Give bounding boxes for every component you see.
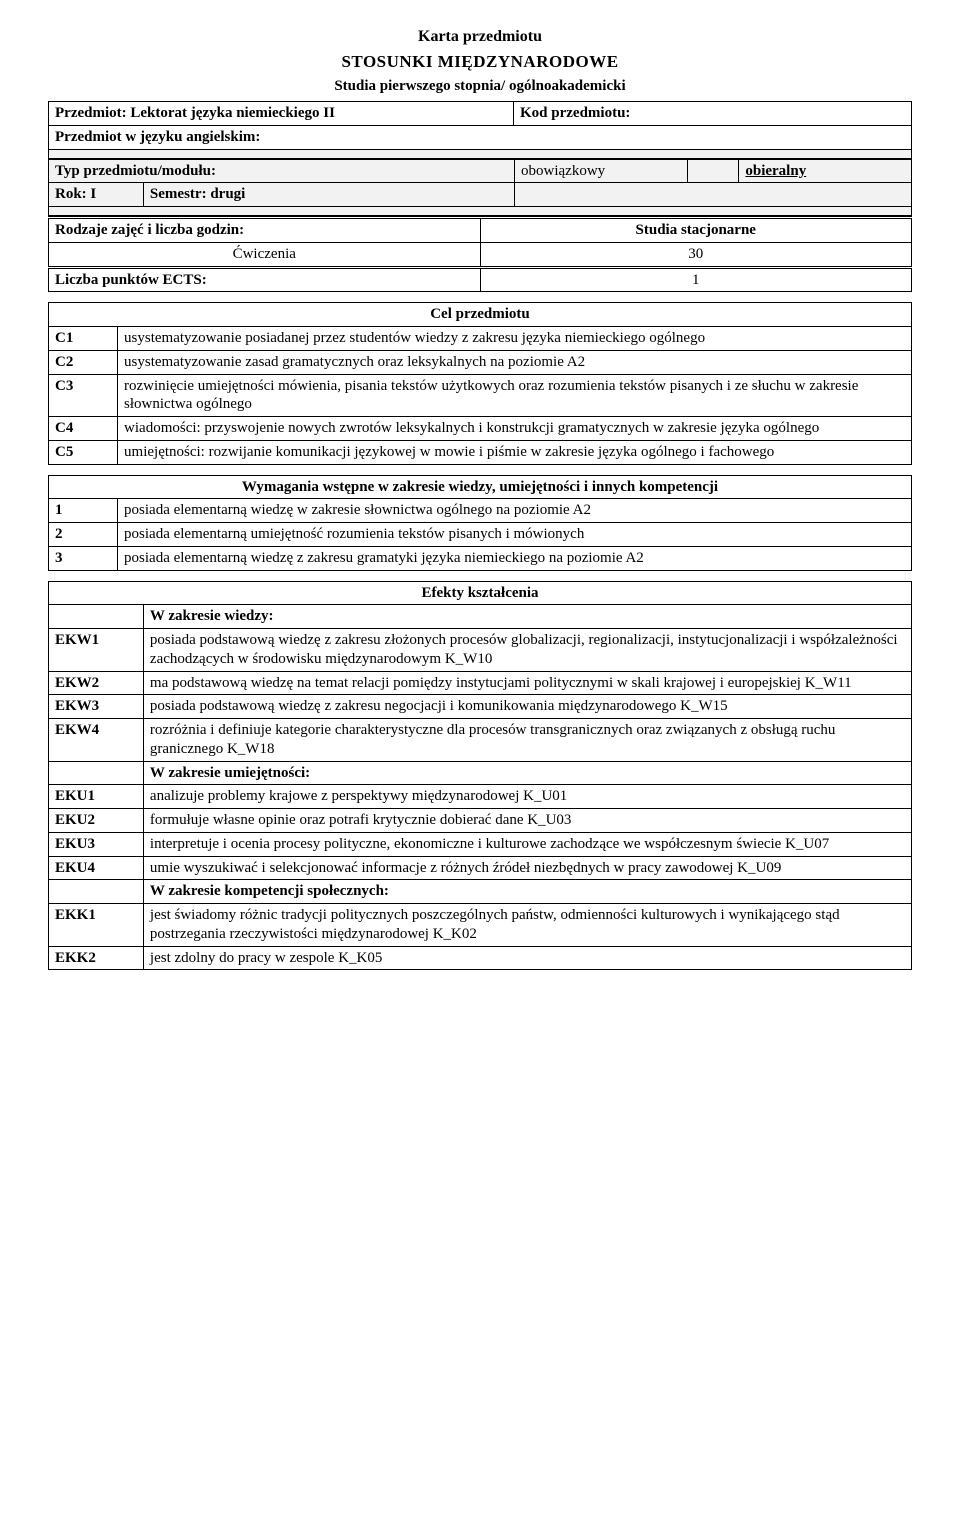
row-code: C2 xyxy=(49,350,118,374)
efekty-komp-hdr: W zakresie kompetencji społecznych: xyxy=(143,880,911,904)
efekty-wiedza-hdr: W zakresie wiedzy: xyxy=(143,605,911,629)
przedmiot-label: Przedmiot: xyxy=(55,105,127,121)
typ-label-text: Typ przedmiotu/modułu: xyxy=(55,163,216,179)
row-code: EKU4 xyxy=(49,856,144,880)
row-kod: Kod przedmiotu: xyxy=(514,102,912,126)
semestr-label: Semestr: xyxy=(150,186,207,202)
row-code: C1 xyxy=(49,327,118,351)
wymagania-title: Wymagania wstępne w zakresie wiedzy, umi… xyxy=(49,475,912,499)
row-code: EKK2 xyxy=(49,946,144,970)
row-przedmiot: Przedmiot: Lektorat języka niemieckiego … xyxy=(49,102,514,126)
typ-opt2-text: obieralny xyxy=(745,163,806,179)
semestr-blank xyxy=(515,183,912,207)
efekty-wiedza-code-blank xyxy=(49,605,144,629)
row-code: EKW4 xyxy=(49,719,144,762)
rodzaje-value: Studia stacjonarne xyxy=(480,218,912,243)
row-code: 3 xyxy=(49,546,118,570)
row-text: jest zdolny do pracy w zespole K_K05 xyxy=(143,946,911,970)
row-text: interpretuje i ocenia procesy polityczne… xyxy=(143,832,911,856)
row-text: umiejętności: rozwijanie komunikacji jęz… xyxy=(118,440,912,464)
spacer-row xyxy=(49,149,912,158)
ects-label: Liczba punktów ECTS: xyxy=(49,267,481,292)
row-code: EKU2 xyxy=(49,809,144,833)
rok-value-text: I xyxy=(90,186,96,202)
row-text: posiada elementarną wiedzę z zakresu gra… xyxy=(118,546,912,570)
meta-table-1: Przedmiot: Lektorat języka niemieckiego … xyxy=(48,101,912,159)
meta-table-2: Typ przedmiotu/modułu: obowiązkowy obier… xyxy=(48,159,912,217)
row-code: EKU3 xyxy=(49,832,144,856)
row-text: usystematyzowanie posiadanej przez stude… xyxy=(118,327,912,351)
efekty-komp-code-blank xyxy=(49,880,144,904)
page-title: Karta przedmiotu xyxy=(48,28,912,46)
efekty-umiej-code-blank xyxy=(49,761,144,785)
row-text: formułuje własne opinie oraz potrafi kry… xyxy=(143,809,911,833)
rodzaje-label: Rodzaje zajęć i liczba godzin: xyxy=(49,218,481,243)
rok-label-text: Rok: xyxy=(55,186,87,202)
row-code: EKW2 xyxy=(49,671,144,695)
study-type: Studia pierwszego stopnia/ ogólnoakademi… xyxy=(48,78,912,95)
row-text: rozróżnia i definiuje kategorie charakte… xyxy=(143,719,911,762)
efekty-umiej-hdr: W zakresie umiejętności: xyxy=(143,761,911,785)
spacer-row-2 xyxy=(49,207,912,216)
typ-label: Typ przedmiotu/modułu: xyxy=(49,159,515,183)
row-code: EKW1 xyxy=(49,629,144,672)
jezyk-label: Przedmiot w języku angielskim: xyxy=(55,129,260,145)
row-text: jest świadomy różnic tradycji polityczny… xyxy=(143,904,911,947)
cwiczenia-label: Ćwiczenia xyxy=(49,242,481,267)
wymagania-table: Wymagania wstępne w zakresie wiedzy, umi… xyxy=(48,475,912,571)
typ-opt2: obieralny xyxy=(739,159,912,183)
ects-label-text: Liczba punktów ECTS: xyxy=(55,272,207,288)
row-text: posiada podstawową wiedzę z zakresu złoż… xyxy=(143,629,911,672)
efekty-table: Efekty kształcenia W zakresie wiedzy: EK… xyxy=(48,581,912,971)
row-code: EKK1 xyxy=(49,904,144,947)
row-text: posiada elementarną wiedzę w zakresie sł… xyxy=(118,499,912,523)
efekty-title: Efekty kształcenia xyxy=(49,581,912,605)
rok-label: Rok: I xyxy=(49,183,144,207)
kod-label: Kod przedmiotu: xyxy=(520,105,630,121)
cel-table: Cel przedmiotu C1usystematyzowanie posia… xyxy=(48,302,912,464)
semestr-cell: Semestr: drugi xyxy=(143,183,514,207)
rodzaje-label-text: Rodzaje zajęć i liczba godzin: xyxy=(55,222,244,238)
typ-blank xyxy=(687,159,739,183)
row-code: C5 xyxy=(49,440,118,464)
row-code: 1 xyxy=(49,499,118,523)
meta-table-3: Rodzaje zajęć i liczba godzin: Studia st… xyxy=(48,216,912,292)
row-code: 2 xyxy=(49,523,118,547)
row-text: usystematyzowanie zasad gramatycznych or… xyxy=(118,350,912,374)
row-text: ma podstawową wiedzę na temat relacji po… xyxy=(143,671,911,695)
row-text: posiada podstawową wiedzę z zakresu nego… xyxy=(143,695,911,719)
row-code: C4 xyxy=(49,417,118,441)
row-code: C3 xyxy=(49,374,118,417)
row-text: wiadomości: przyswojenie nowych zwrotów … xyxy=(118,417,912,441)
row-text: umie wyszukiwać i selekcjonować informac… xyxy=(143,856,911,880)
row-text: analizuje problemy krajowe z perspektywy… xyxy=(143,785,911,809)
semestr-value-text: drugi xyxy=(210,186,245,202)
row-text: posiada elementarną umiejętność rozumien… xyxy=(118,523,912,547)
row-jezyk: Przedmiot w języku angielskim: xyxy=(49,125,912,149)
cel-title: Cel przedmiotu xyxy=(49,303,912,327)
row-code: EKW3 xyxy=(49,695,144,719)
cwiczenia-value: 30 xyxy=(480,242,912,267)
przedmiot-value-text: Lektorat języka niemieckiego II xyxy=(130,105,335,121)
typ-opt1: obowiązkowy xyxy=(515,159,688,183)
row-text: rozwinięcie umiejętności mówienia, pisan… xyxy=(118,374,912,417)
ects-value: 1 xyxy=(480,267,912,292)
row-code: EKU1 xyxy=(49,785,144,809)
subtitle: STOSUNKI MIĘDZYNARODOWE xyxy=(48,52,912,72)
